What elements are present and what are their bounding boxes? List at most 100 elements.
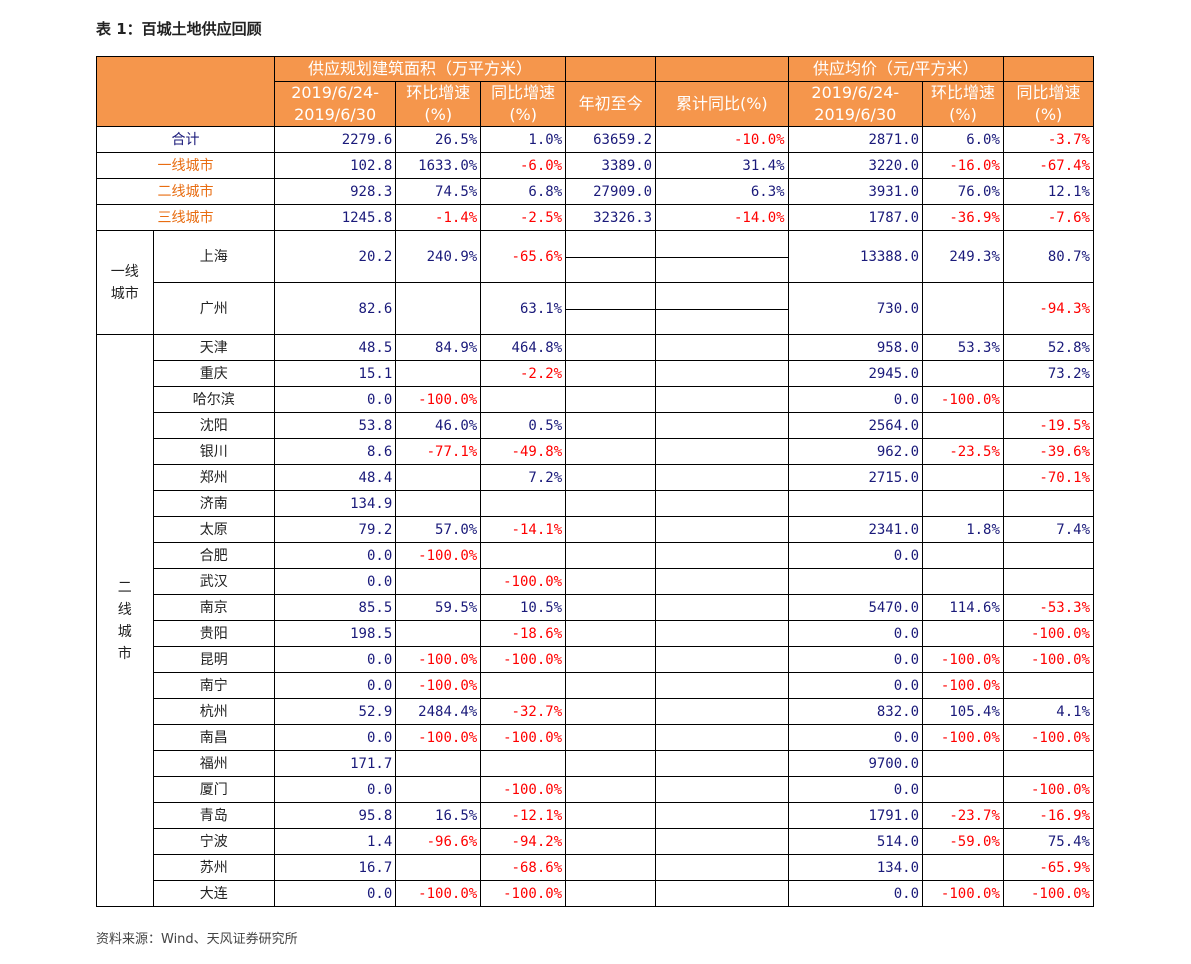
header-yoy-price: 同比增速(%) xyxy=(1002,81,1095,127)
city-name: 郑州 xyxy=(152,464,275,491)
empty-cell xyxy=(655,672,789,699)
cell-price: 0.0 xyxy=(787,880,924,907)
empty-cell xyxy=(655,646,789,673)
empty-cell xyxy=(565,490,657,517)
city-name: 合肥 xyxy=(152,542,275,569)
city-name: 南昌 xyxy=(152,724,275,751)
cell-price-mom: -100.0% xyxy=(922,646,1004,673)
cell-cum-yoy: 6.3% xyxy=(655,178,789,205)
empty-cell xyxy=(480,542,567,569)
cell-price-mom: -23.5% xyxy=(922,438,1004,465)
cell-price-yoy: 52.8% xyxy=(1002,334,1095,361)
cell-price: 9700.0 xyxy=(787,750,924,777)
cell-price: 1787.0 xyxy=(787,204,924,231)
header-mom-area: 环比增速(%) xyxy=(395,81,482,127)
cell-area-mom: -100.0% xyxy=(395,672,482,699)
cell-price-yoy: -19.5% xyxy=(1002,412,1095,439)
table-header: 供应规划建筑面积（万平方米） 供应均价（元/平方米） 2019/6/24-201… xyxy=(96,56,1095,127)
row-label: 合计 xyxy=(96,126,275,153)
empty-cell xyxy=(565,672,657,699)
cell-area: 82.6 xyxy=(273,282,397,335)
city-name: 济南 xyxy=(152,490,275,517)
header-group-price: 供应均价（元/平方米） xyxy=(787,56,1004,82)
cell-price-yoy: -70.1% xyxy=(1002,464,1095,491)
cell-area-yoy: -65.6% xyxy=(480,230,567,283)
empty-cell xyxy=(395,750,482,777)
cell-price-yoy: -16.9% xyxy=(1002,802,1095,829)
cell-area-yoy: -100.0% xyxy=(480,724,567,751)
header-cum-yoy: 累计同比(%) xyxy=(655,81,789,127)
cell-price-mom: -100.0% xyxy=(922,724,1004,751)
cell-price: 2871.0 xyxy=(787,126,924,153)
city-row: 一线城市 上海 20.2 240.9% -65.6% 13388.0 249.3% 80.7% xyxy=(96,230,1095,335)
empty-cell xyxy=(922,464,1004,491)
group-label-tier1: 一线城市 xyxy=(96,230,154,335)
cell-price-mom: -100.0% xyxy=(922,672,1004,699)
empty-cell xyxy=(655,542,789,569)
cell-area: 8.6 xyxy=(273,438,397,465)
city-row: 银川 8.6 -77.1% -49.8% 962.0 -23.5% -39.6% xyxy=(97,438,1095,465)
cell-price: 2341.0 xyxy=(787,516,924,543)
empty-cell xyxy=(655,360,789,387)
cell-price-mom: 249.3% xyxy=(922,230,1004,283)
city-name: 昆明 xyxy=(152,646,275,673)
header-period-area: 2019/6/24-2019/6/30 xyxy=(273,81,397,127)
cell-area-yoy: -68.6% xyxy=(480,854,567,881)
city-row: 沈阳 53.8 46.0% 0.5% 2564.0 -19.5% xyxy=(97,412,1095,439)
empty-cell xyxy=(565,776,657,803)
cell-price-yoy: -94.3% xyxy=(1002,282,1095,335)
cell-price-yoy: -65.9% xyxy=(1002,854,1095,881)
cell-area-yoy: 464.8% xyxy=(480,334,567,361)
row-label: 二线城市 xyxy=(96,178,275,205)
cell-area-mom: 84.9% xyxy=(395,334,482,361)
empty-cell xyxy=(655,698,789,725)
cell-area: 0.0 xyxy=(273,542,397,569)
source-note: 资料来源：Wind、天风证券研究所 xyxy=(96,932,298,947)
city-name: 重庆 xyxy=(152,360,275,387)
table-title: 表 1：百城土地供应回顾 xyxy=(96,20,262,38)
cell-price-yoy: -67.4% xyxy=(1002,152,1095,179)
row-label: 一线城市 xyxy=(96,152,275,179)
cell-price-mom: -100.0% xyxy=(922,386,1004,413)
cell-area: 171.7 xyxy=(273,750,397,777)
cell-cum-yoy: 31.4% xyxy=(655,152,789,179)
city-row: 广州 82.6 63.1% 730.0 -94.3% xyxy=(97,282,1095,335)
empty-cell xyxy=(655,282,789,335)
empty-cell xyxy=(565,230,657,283)
cell-area: 0.0 xyxy=(273,646,397,673)
empty-cell xyxy=(565,880,657,907)
cell-area-mom: -1.4% xyxy=(395,204,482,231)
cell-area-yoy: -100.0% xyxy=(480,880,567,907)
cell-area: 95.8 xyxy=(273,802,397,829)
cell-area-mom: 74.5% xyxy=(395,178,482,205)
empty-cell xyxy=(655,594,789,621)
empty-cell xyxy=(922,776,1004,803)
city-name: 哈尔滨 xyxy=(152,386,275,413)
cell-price: 832.0 xyxy=(787,698,924,725)
empty-cell xyxy=(395,854,482,881)
summary-row: 一线城市 102.8 1633.0% -6.0% 3389.0 31.4% 3220.0 -1… xyxy=(96,152,1095,179)
empty-cell xyxy=(480,750,567,777)
cell-price-mom: 6.0% xyxy=(922,126,1004,153)
empty-cell xyxy=(565,828,657,855)
empty-cell xyxy=(395,776,482,803)
cell-price-yoy: 12.1% xyxy=(1002,178,1095,205)
city-name: 宁波 xyxy=(152,828,275,855)
cell-area-yoy: -2.2% xyxy=(480,360,567,387)
cell-area-mom: 1633.0% xyxy=(395,152,482,179)
cell-price-mom: -16.0% xyxy=(922,152,1004,179)
cell-area: 0.0 xyxy=(273,724,397,751)
empty-cell xyxy=(922,854,1004,881)
city-name: 上海 xyxy=(152,230,275,283)
empty-cell xyxy=(565,646,657,673)
cell-area-yoy: -2.5% xyxy=(480,204,567,231)
empty-cell xyxy=(480,672,567,699)
cell-area-yoy: 63.1% xyxy=(480,282,567,335)
cell-area-yoy: -100.0% xyxy=(480,568,567,595)
cell-area-yoy: -32.7% xyxy=(480,698,567,725)
cell-price-mom: 105.4% xyxy=(922,698,1004,725)
city-row: 昆明 0.0 -100.0% -100.0% 0.0 -100.0% -100.0% xyxy=(97,646,1095,673)
city-row: 武汉 0.0 -100.0% xyxy=(97,568,1095,595)
city-name: 南京 xyxy=(152,594,275,621)
cell-price: 0.0 xyxy=(787,776,924,803)
